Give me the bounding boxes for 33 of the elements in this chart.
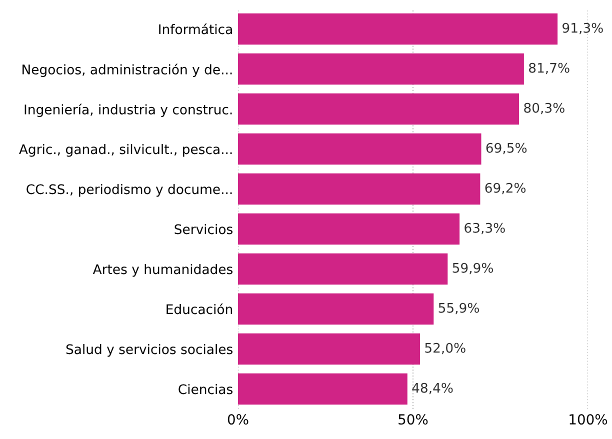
y-tick-label: Ciencias: [178, 384, 232, 394]
y-tick-label: Educación: [166, 303, 232, 314]
y-tick-label: Servicios: [174, 224, 232, 234]
data-label: 59,9%: [452, 262, 494, 274]
data-label: 69,5%: [486, 142, 527, 154]
x-tick-label: 100%: [570, 414, 608, 425]
bar: [238, 13, 558, 45]
y-tick-label: Agric., ganad., silvicult., pesca...: [19, 144, 232, 157]
bar: [238, 373, 408, 405]
x-tick-label: 50%: [398, 414, 428, 425]
bar: [238, 253, 448, 285]
data-label: 81,7%: [529, 62, 570, 74]
y-tick-label: Artes y humanidades: [92, 264, 232, 277]
y-tick-label: Salud y servicios sociales: [66, 344, 232, 357]
y-tick-label: CC.SS., periodismo y docume...: [26, 184, 232, 197]
data-label: 80,3%: [524, 102, 564, 114]
bar: [238, 293, 434, 325]
bar: [238, 173, 480, 205]
bar: [238, 53, 524, 85]
data-label: 63,3%: [464, 222, 505, 234]
data-label: 55,9%: [438, 302, 480, 314]
data-label: 52,0%: [425, 342, 466, 354]
data-label: 91,3%: [562, 22, 603, 34]
data-label: 48,4%: [412, 382, 453, 394]
data-label: 69,2%: [485, 182, 526, 194]
x-tick-label: 0%: [228, 414, 248, 425]
y-tick-label: Informática: [159, 23, 232, 34]
y-tick-label: Negocios, administración y de...: [22, 64, 232, 78]
bar: [238, 213, 460, 245]
bar: [238, 93, 520, 125]
y-tick-label: Ingeniería, industria y construc.: [24, 104, 232, 118]
bar: [238, 333, 420, 365]
bar: [238, 133, 482, 165]
